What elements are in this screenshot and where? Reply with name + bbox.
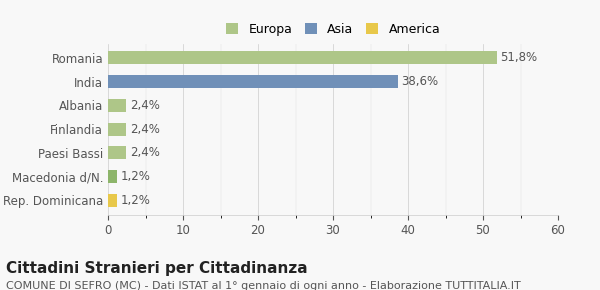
Text: Cittadini Stranieri per Cittadinanza: Cittadini Stranieri per Cittadinanza [6, 261, 308, 276]
Bar [108, 146, 126, 159]
Text: COMUNE DI SEFRO (MC) - Dati ISTAT al 1° gennaio di ogni anno - Elaborazione TUTT: COMUNE DI SEFRO (MC) - Dati ISTAT al 1° … [6, 281, 521, 290]
Text: 2,4%: 2,4% [130, 146, 160, 159]
Text: 1,2%: 1,2% [121, 194, 151, 207]
Bar [108, 194, 117, 207]
Bar [108, 122, 126, 136]
Bar [108, 99, 126, 112]
Text: 2,4%: 2,4% [130, 123, 160, 135]
Legend: Europa, Asia, America: Europa, Asia, America [222, 19, 444, 39]
Text: 51,8%: 51,8% [500, 51, 538, 64]
Bar [108, 75, 398, 88]
Bar [108, 170, 117, 183]
Text: 1,2%: 1,2% [121, 170, 151, 183]
Text: 2,4%: 2,4% [130, 99, 160, 112]
Text: 38,6%: 38,6% [401, 75, 439, 88]
Bar [108, 51, 497, 64]
